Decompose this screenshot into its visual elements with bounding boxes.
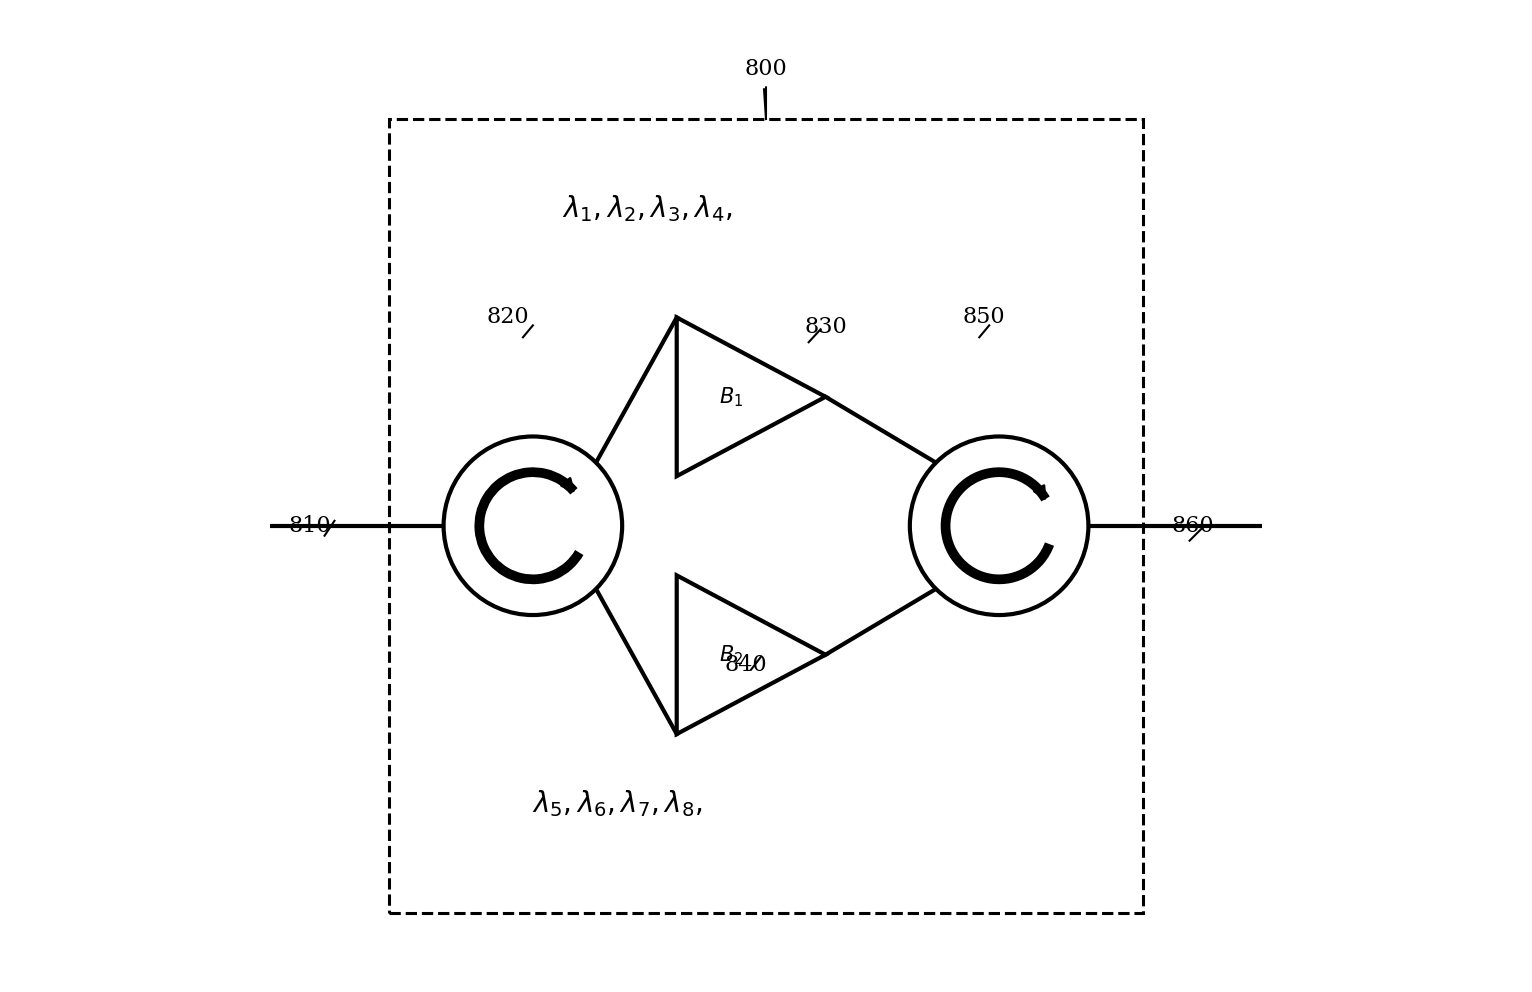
Text: 800: 800 <box>745 59 787 80</box>
Text: 810: 810 <box>288 515 331 537</box>
Text: 850: 850 <box>964 307 1005 328</box>
Circle shape <box>910 436 1088 615</box>
Text: 840: 840 <box>725 654 768 676</box>
Text: $B_2$: $B_2$ <box>719 643 743 667</box>
Text: 830: 830 <box>804 316 847 338</box>
Text: 860: 860 <box>1172 515 1213 537</box>
Circle shape <box>444 436 622 615</box>
Text: $\lambda_5,\lambda_6,\lambda_7,\lambda_8,$: $\lambda_5,\lambda_6,\lambda_7,\lambda_8… <box>532 788 702 819</box>
Text: $\lambda_1,\lambda_2,\lambda_3,\lambda_4,$: $\lambda_1,\lambda_2,\lambda_3,\lambda_4… <box>562 192 732 224</box>
Text: $B_1$: $B_1$ <box>719 385 743 409</box>
Text: 820: 820 <box>487 307 530 328</box>
